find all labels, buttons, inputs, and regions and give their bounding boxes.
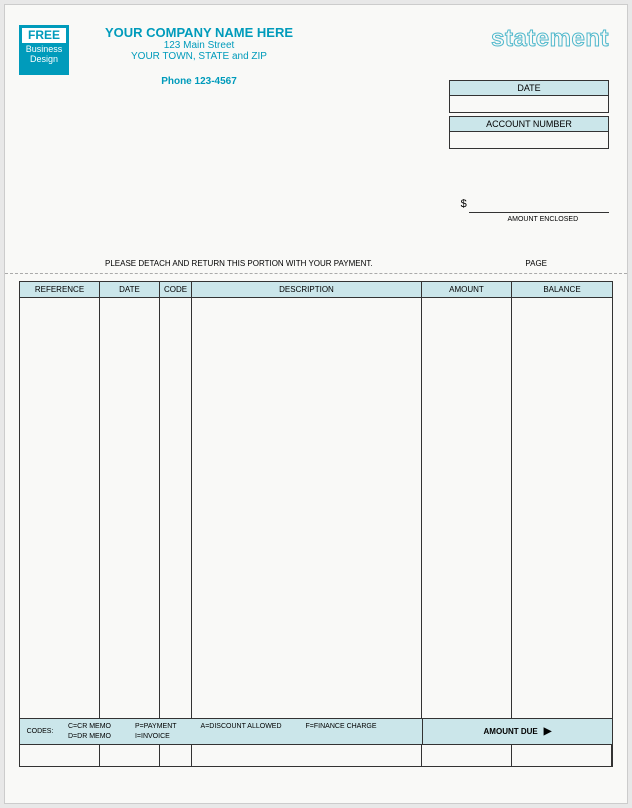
account-value[interactable] — [450, 132, 608, 148]
footer-date[interactable] — [100, 745, 160, 766]
statement-table: REFERENCE DATE CODE DESCRIPTION AMOUNT B… — [19, 281, 613, 767]
footer-bal[interactable] — [512, 745, 612, 766]
codes-definitions: C=CR MEMO D=DR MEMO P=PAYMENT I=INVOICE … — [60, 722, 422, 740]
col-balance: BALANCE — [512, 282, 612, 297]
footer-code[interactable] — [160, 745, 192, 766]
statement-page: FREE Business Design YOUR COMPANY NAME H… — [4, 4, 628, 804]
amount-enclosed-label: AMOUNT ENCLOSED — [477, 216, 609, 223]
col-reference: REFERENCE — [20, 282, 100, 297]
amount-due-label: AMOUNT DUE — [484, 727, 538, 736]
amount-due-cell: AMOUNT DUE ▶ — [422, 719, 612, 744]
cell-amount[interactable] — [422, 298, 512, 718]
logo-line2: Design — [30, 54, 58, 64]
account-box: ACCOUNT NUMBER — [449, 116, 609, 149]
company-address1: 123 Main Street — [79, 40, 319, 51]
document-title: statement — [491, 25, 609, 53]
table-body — [20, 298, 612, 718]
company-name: YOUR COMPANY NAME HERE — [79, 25, 319, 40]
col-amount: AMOUNT — [422, 282, 512, 297]
cell-balance[interactable] — [512, 298, 612, 718]
perforation-line — [5, 273, 627, 274]
code-i: I=INVOICE — [135, 732, 177, 741]
date-box: DATE — [449, 80, 609, 113]
logo-free: FREE — [22, 28, 66, 43]
cell-date[interactable] — [100, 298, 160, 718]
detach-instruction: PLEASE DETACH AND RETURN THIS PORTION WI… — [105, 259, 373, 268]
footer-desc[interactable] — [192, 745, 422, 766]
footer-ref[interactable] — [20, 745, 100, 766]
date-label: DATE — [450, 81, 608, 96]
cell-reference[interactable] — [20, 298, 100, 718]
dollar-sign: $ — [461, 198, 467, 210]
amount-enclosed-block: $ AMOUNT ENCLOSED — [461, 203, 609, 223]
company-address2: YOUR TOWN, STATE and ZIP — [79, 51, 319, 62]
arrow-icon: ▶ — [544, 726, 552, 737]
codes-label: CODES: — [20, 728, 60, 735]
col-date: DATE — [100, 282, 160, 297]
table-header-row: REFERENCE DATE CODE DESCRIPTION AMOUNT B… — [20, 282, 612, 298]
company-info: YOUR COMPANY NAME HERE 123 Main Street Y… — [79, 25, 319, 87]
col-code: CODE — [160, 282, 192, 297]
codes-row: CODES: C=CR MEMO D=DR MEMO P=PAYMENT I=I… — [20, 718, 612, 744]
code-a: A=DISCOUNT ALLOWED — [201, 722, 282, 731]
page-label: PAGE — [525, 259, 547, 268]
info-boxes: DATE ACCOUNT NUMBER — [449, 80, 609, 152]
account-label: ACCOUNT NUMBER — [450, 117, 608, 132]
logo-badge: FREE Business Design — [19, 25, 69, 75]
code-d: D=DR MEMO — [68, 732, 111, 741]
col-description: DESCRIPTION — [192, 282, 422, 297]
cell-code[interactable] — [160, 298, 192, 718]
date-value[interactable] — [450, 96, 608, 112]
code-p: P=PAYMENT — [135, 722, 177, 731]
code-c: C=CR MEMO — [68, 722, 111, 731]
logo-line1: Business — [26, 44, 63, 54]
code-f: F=FINANCE CHARGE — [306, 722, 377, 731]
company-phone: Phone 123-4567 — [79, 76, 319, 87]
footer-row — [20, 744, 612, 766]
cell-description[interactable] — [192, 298, 422, 718]
footer-amt[interactable] — [422, 745, 512, 766]
amount-enclosed-line[interactable] — [469, 203, 609, 213]
